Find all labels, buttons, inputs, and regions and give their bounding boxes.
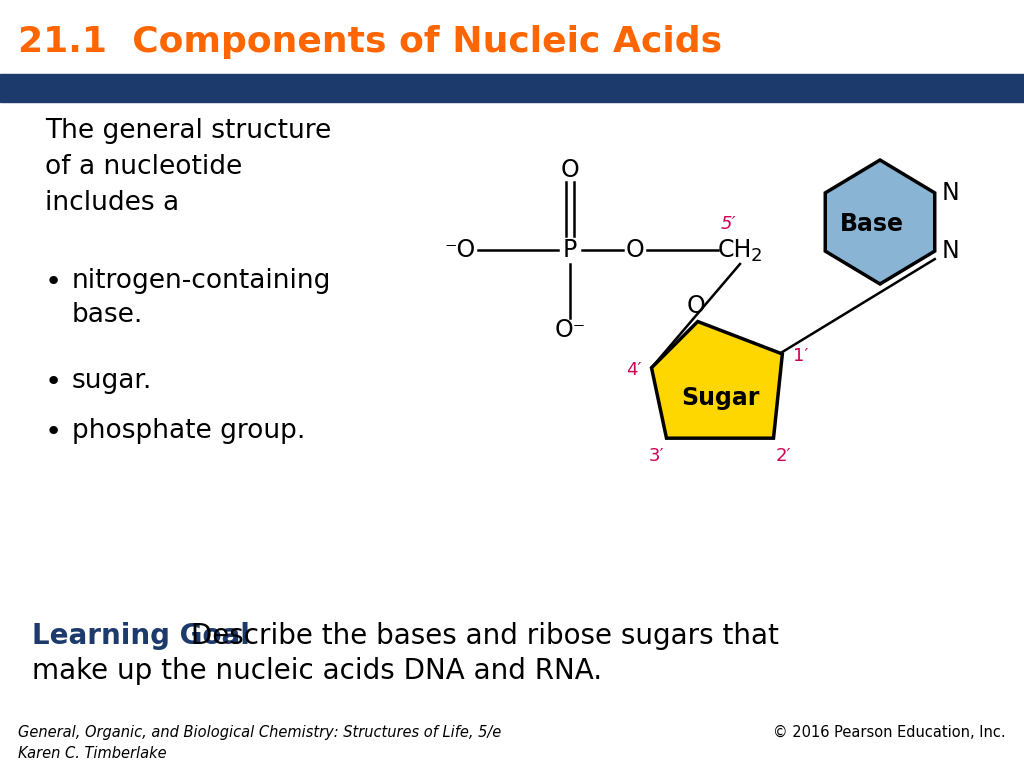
Text: O: O [686,293,706,317]
Text: make up the nucleic acids DNA and RNA.: make up the nucleic acids DNA and RNA. [32,657,602,685]
Text: The general structure
of a nucleotide
includes a: The general structure of a nucleotide in… [45,118,331,216]
Text: phosphate group.: phosphate group. [72,418,305,444]
Text: 2′: 2′ [776,447,792,465]
Text: General, Organic, and Biological Chemistry: Structures of Life, 5/e
Karen C. Tim: General, Organic, and Biological Chemist… [18,725,502,761]
Text: •: • [45,268,62,296]
Text: Learning Goal: Learning Goal [32,622,250,650]
Text: 4′: 4′ [626,361,641,379]
Text: 21.1  Components of Nucleic Acids: 21.1 Components of Nucleic Acids [18,25,722,59]
Text: 1′: 1′ [793,347,808,365]
Text: O: O [560,158,580,182]
Text: O⁻: O⁻ [554,318,586,342]
Polygon shape [825,160,935,284]
Text: 2: 2 [751,247,762,265]
Text: •: • [45,368,62,396]
Text: P: P [563,238,578,262]
Text: Sugar: Sugar [681,386,759,410]
Text: 3′: 3′ [648,447,665,465]
Text: Describe the bases and ribose sugars that: Describe the bases and ribose sugars tha… [182,622,779,650]
Text: N: N [942,239,959,263]
Text: 5′: 5′ [720,215,736,233]
Text: N: N [942,181,959,205]
Text: Base: Base [840,212,904,236]
Text: •: • [45,418,62,446]
Text: CH: CH [718,238,753,262]
Text: O: O [626,238,644,262]
Bar [0,74,1024,102]
Text: © 2016 Pearson Education, Inc.: © 2016 Pearson Education, Inc. [773,725,1006,740]
Text: nitrogen-containing
base.: nitrogen-containing base. [72,268,332,328]
Text: ⁻O: ⁻O [444,238,475,262]
Polygon shape [651,322,782,439]
Text: sugar.: sugar. [72,368,153,394]
